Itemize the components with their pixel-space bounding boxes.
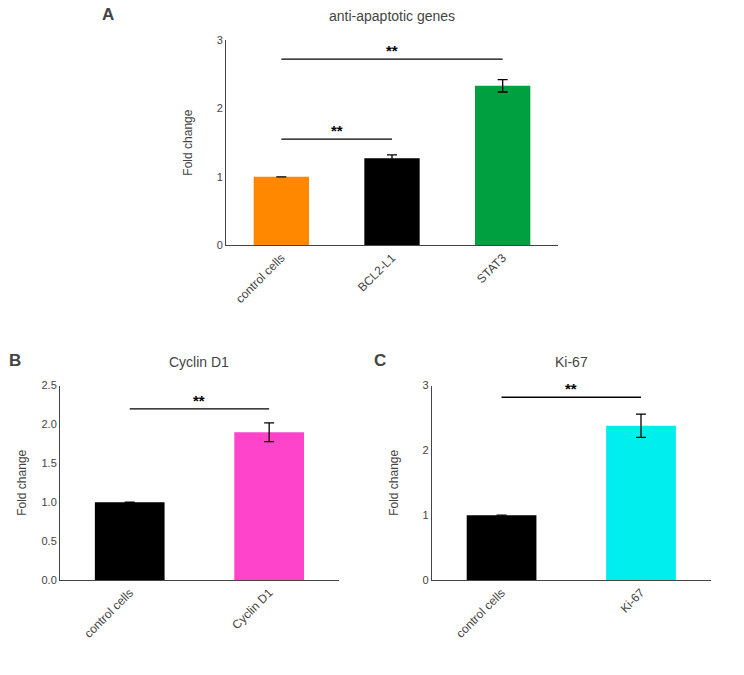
- svg-text:A: A: [102, 5, 114, 24]
- svg-text:control cells: control cells: [453, 586, 508, 641]
- svg-text:**: **: [565, 380, 577, 397]
- svg-text:Cyclin D1: Cyclin D1: [169, 354, 229, 370]
- svg-text:3: 3: [423, 379, 429, 391]
- svg-text:2: 2: [217, 102, 223, 114]
- svg-text:BCL2-L1: BCL2-L1: [355, 251, 399, 295]
- svg-text:**: **: [386, 42, 398, 59]
- svg-text:1: 1: [423, 509, 429, 521]
- svg-text:1: 1: [217, 171, 223, 183]
- svg-text:0.0: 0.0: [42, 574, 57, 586]
- svg-text:3: 3: [217, 34, 223, 46]
- svg-text:Ki-67: Ki-67: [618, 586, 648, 616]
- svg-text:control cells: control cells: [233, 251, 288, 306]
- svg-text:2.0: 2.0: [42, 418, 57, 430]
- svg-text:control cells: control cells: [81, 586, 136, 641]
- svg-text:0: 0: [217, 239, 223, 251]
- svg-text:Fold change: Fold change: [387, 449, 401, 515]
- svg-text:1.5: 1.5: [42, 457, 57, 469]
- svg-text:**: **: [193, 392, 205, 409]
- svg-text:Fold change: Fold change: [181, 109, 195, 175]
- svg-text:1.0: 1.0: [42, 496, 57, 508]
- svg-text:anti-apaptotic genes: anti-apaptotic genes: [329, 8, 455, 24]
- svg-text:C: C: [374, 351, 386, 370]
- svg-text:STAT3: STAT3: [474, 251, 509, 286]
- svg-text:B: B: [9, 351, 21, 370]
- svg-text:2.5: 2.5: [42, 379, 57, 391]
- svg-text:Fold change: Fold change: [15, 449, 29, 515]
- svg-text:0: 0: [423, 574, 429, 586]
- svg-text:Ki-67: Ki-67: [555, 354, 588, 370]
- svg-text:Cyclin D1: Cyclin D1: [229, 586, 275, 632]
- svg-text:2: 2: [423, 444, 429, 456]
- svg-text:**: **: [331, 122, 343, 139]
- svg-text:0.5: 0.5: [42, 535, 57, 547]
